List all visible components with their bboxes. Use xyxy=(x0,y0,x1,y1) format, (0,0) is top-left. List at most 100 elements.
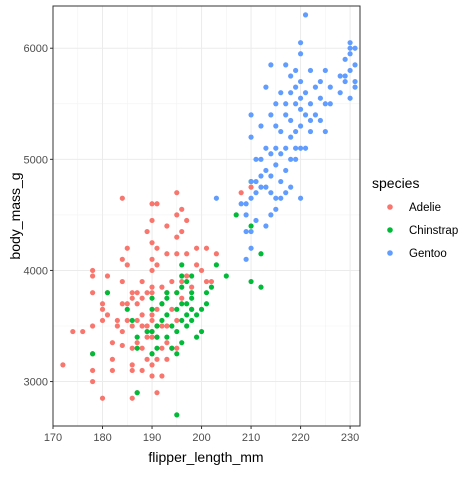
data-point xyxy=(174,317,180,324)
data-point xyxy=(174,412,180,418)
data-point xyxy=(149,201,155,207)
data-point xyxy=(184,217,190,224)
data-point xyxy=(248,178,254,185)
data-point xyxy=(302,90,309,96)
data-point xyxy=(159,301,165,307)
data-point xyxy=(203,301,210,307)
data-point xyxy=(273,145,279,151)
data-point xyxy=(174,190,180,196)
data-point xyxy=(124,306,130,312)
data-point xyxy=(60,362,66,368)
data-point xyxy=(179,273,185,279)
legend-items: Adelie Chinstrap Gentoo xyxy=(387,202,458,260)
data-point xyxy=(90,323,96,329)
data-point xyxy=(302,145,309,151)
data-point xyxy=(283,101,289,107)
data-point xyxy=(159,373,165,379)
data-point xyxy=(312,112,319,118)
data-point xyxy=(119,301,125,307)
data-point xyxy=(297,78,304,85)
data-point xyxy=(258,173,264,179)
data-point xyxy=(248,112,254,118)
data-point xyxy=(352,62,358,68)
data-point xyxy=(119,195,125,201)
data-point xyxy=(149,284,155,290)
data-point xyxy=(288,184,294,190)
data-point xyxy=(238,201,244,207)
legend-label: Chinstrap xyxy=(409,225,458,237)
data-point xyxy=(154,345,160,351)
data-point xyxy=(347,40,353,46)
data-point xyxy=(184,312,190,318)
data-point xyxy=(174,212,180,218)
data-point xyxy=(223,273,229,279)
data-point xyxy=(99,301,106,307)
legend-title: species xyxy=(372,175,419,191)
data-point xyxy=(179,340,185,346)
data-point xyxy=(337,73,343,79)
data-point xyxy=(134,334,140,340)
data-point xyxy=(203,278,210,285)
data-point xyxy=(184,251,190,257)
data-point xyxy=(342,56,348,62)
data-point xyxy=(129,395,135,401)
data-point xyxy=(134,345,140,351)
data-point xyxy=(352,84,358,90)
data-point xyxy=(189,273,195,279)
data-point xyxy=(258,123,264,129)
data-point xyxy=(322,128,328,135)
data-point xyxy=(90,378,96,385)
data-point xyxy=(198,306,205,312)
data-point xyxy=(129,345,135,351)
data-point xyxy=(283,190,289,196)
data-point xyxy=(283,167,289,174)
data-point xyxy=(119,328,125,335)
data-point xyxy=(208,278,215,285)
data-point xyxy=(278,90,284,96)
data-point xyxy=(174,251,180,257)
plot-panel-border xyxy=(52,5,361,427)
data-point xyxy=(179,317,185,324)
data-point xyxy=(149,217,155,224)
data-point xyxy=(327,101,333,107)
series-chinstrap xyxy=(90,178,264,418)
data-point xyxy=(129,295,135,301)
data-point xyxy=(124,317,130,324)
legend: species Adelie Chinstrap Gentoo xyxy=(372,175,458,260)
data-point xyxy=(273,101,279,107)
data-point xyxy=(109,367,116,374)
data-point xyxy=(258,251,264,257)
data-point xyxy=(213,195,220,201)
data-point xyxy=(139,367,145,374)
data-point xyxy=(193,312,200,318)
data-point xyxy=(293,84,299,90)
data-point xyxy=(268,173,274,179)
data-point xyxy=(288,117,294,124)
data-point xyxy=(347,67,353,74)
data-point xyxy=(263,223,269,229)
data-point xyxy=(189,284,195,290)
data-point xyxy=(144,228,150,235)
data-point xyxy=(297,145,304,151)
data-point xyxy=(154,334,160,340)
data-point xyxy=(149,267,155,274)
data-point xyxy=(248,223,254,229)
data-point xyxy=(184,273,190,279)
data-point xyxy=(293,145,299,151)
data-point xyxy=(253,217,259,224)
data-point xyxy=(164,290,170,296)
data-point xyxy=(179,206,185,212)
data-point xyxy=(312,84,319,90)
data-point xyxy=(268,62,274,68)
data-points xyxy=(60,12,358,418)
data-point xyxy=(189,290,195,296)
data-point xyxy=(302,12,309,18)
data-point xyxy=(307,67,314,74)
data-point xyxy=(114,317,120,324)
data-point xyxy=(268,112,274,118)
legend-label: Gentoo xyxy=(409,248,447,260)
data-point xyxy=(278,151,284,157)
data-point xyxy=(164,312,170,318)
x-tick-label: 190 xyxy=(143,432,161,444)
